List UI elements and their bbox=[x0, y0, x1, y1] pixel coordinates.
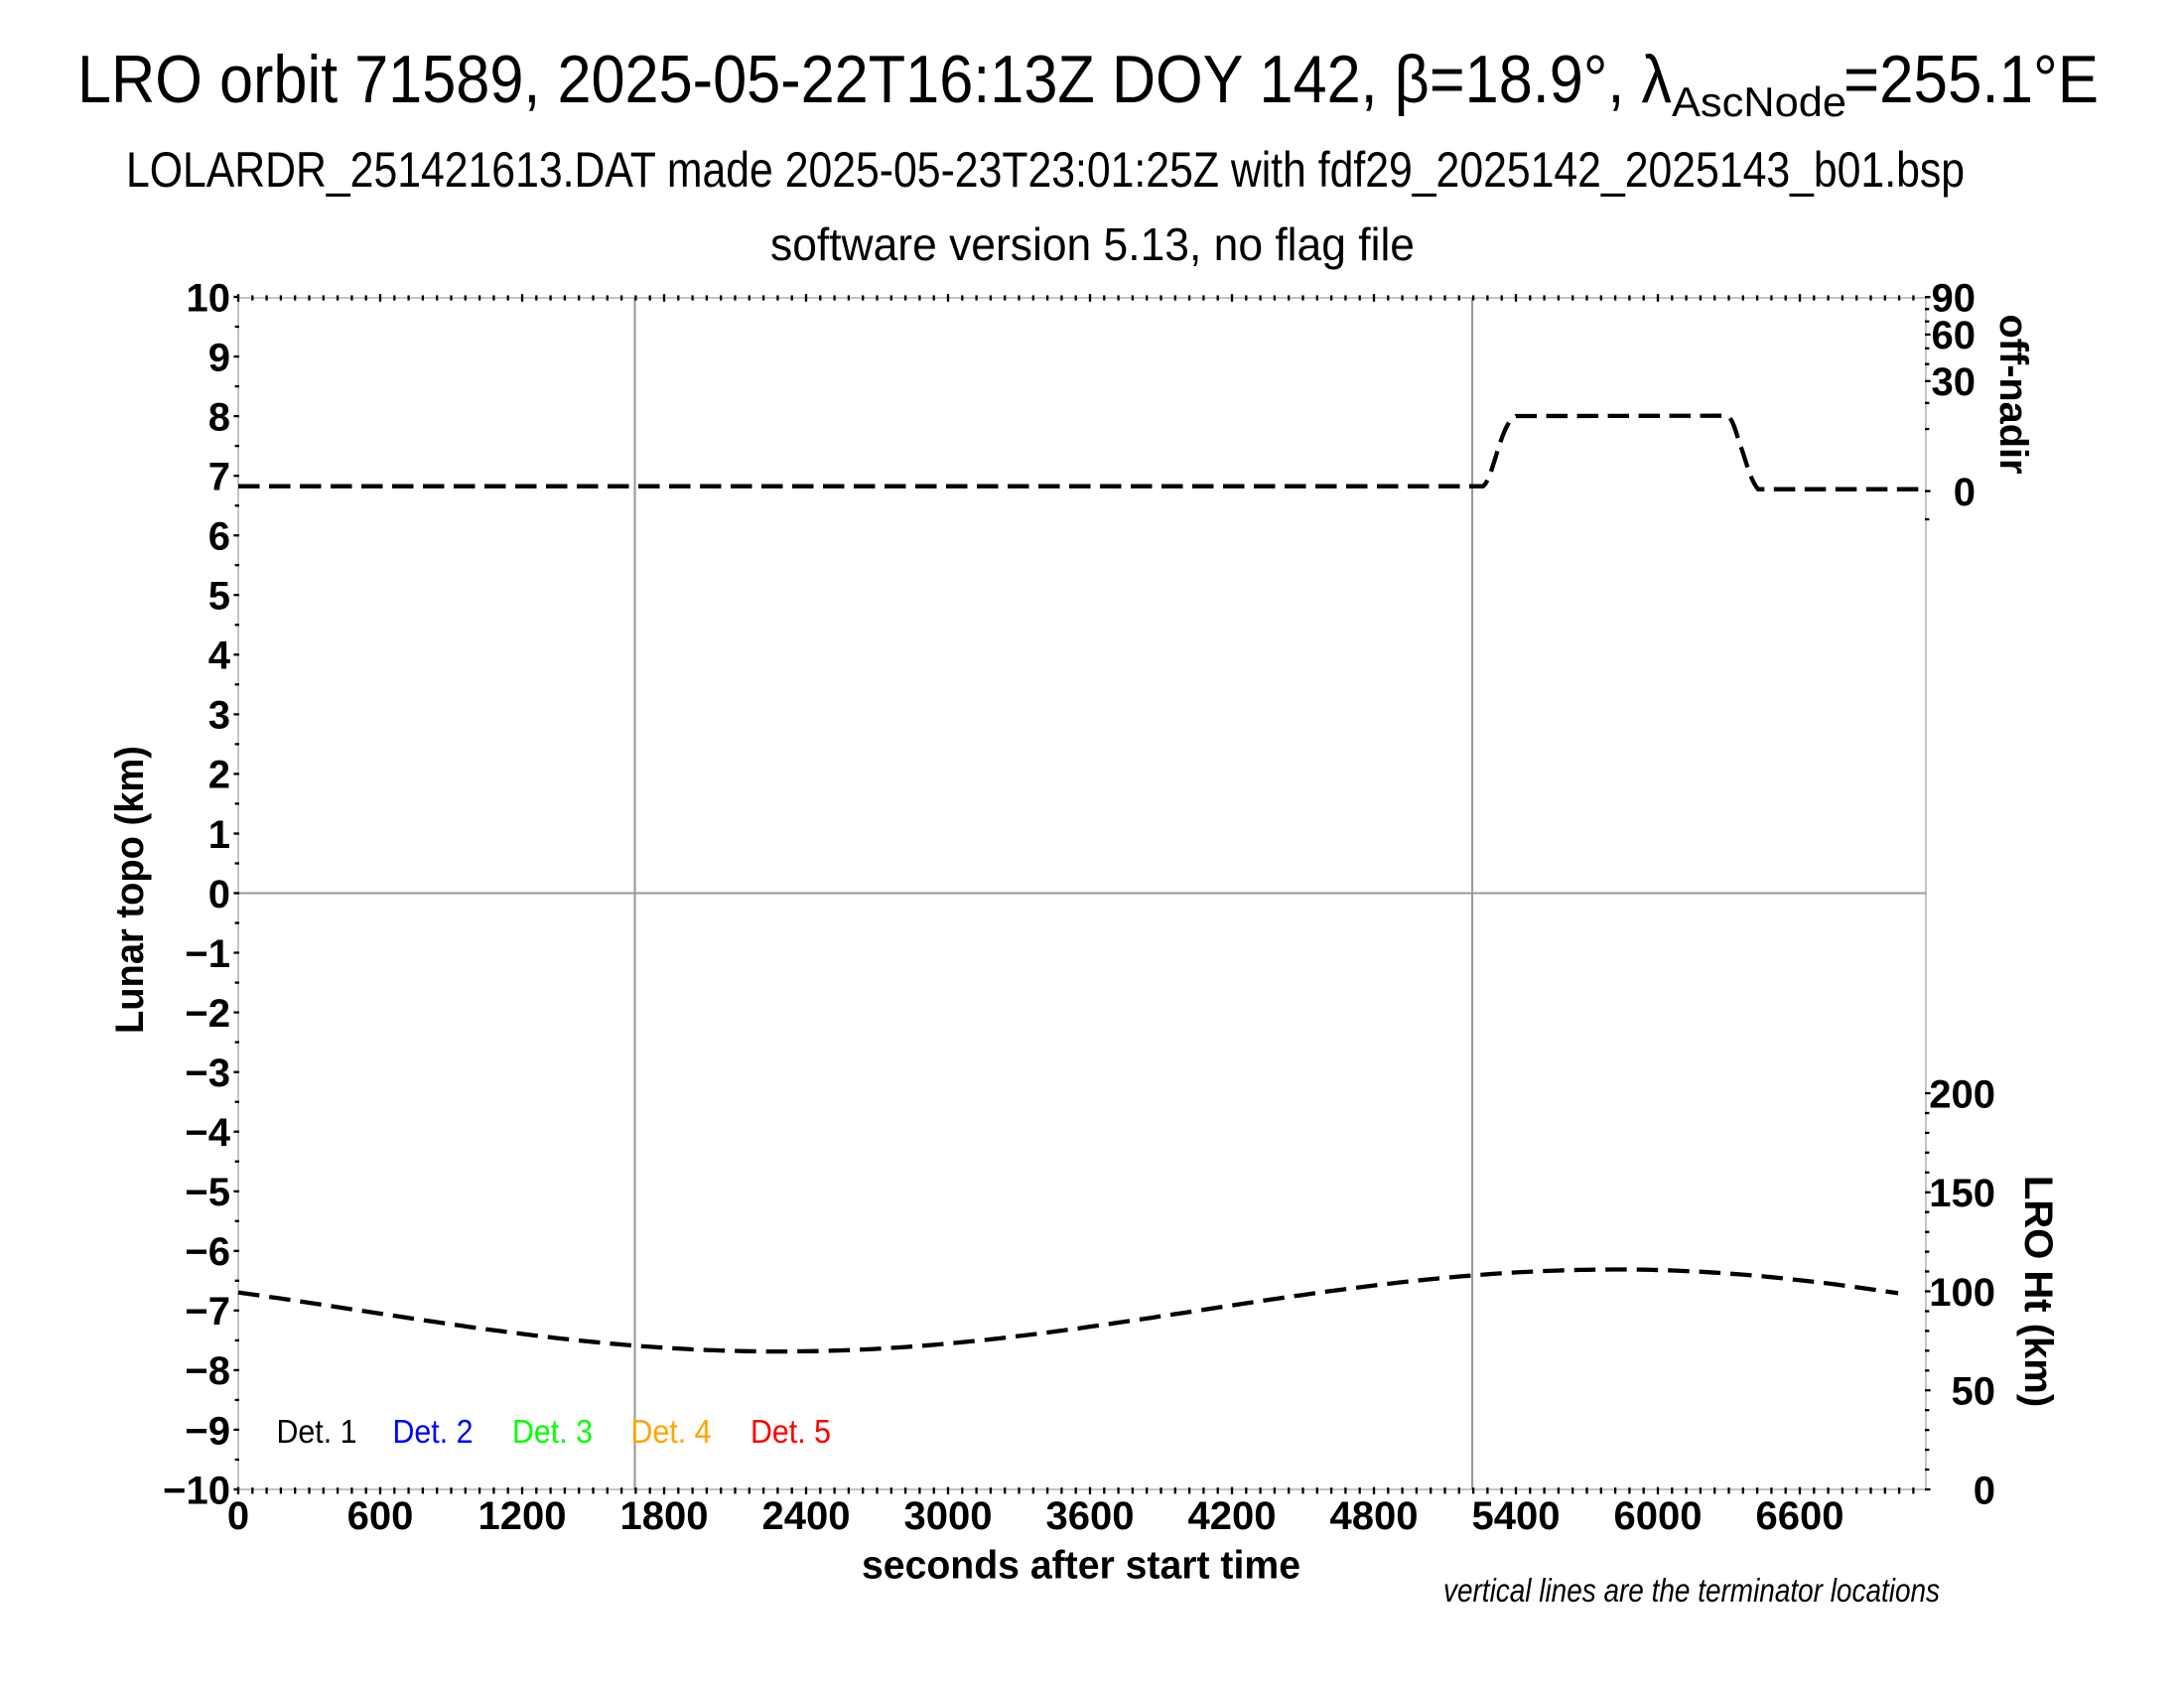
svg-text:9: 9 bbox=[208, 336, 230, 379]
svg-text:Det. 1: Det. 1 bbox=[277, 1413, 357, 1450]
svg-text:2: 2 bbox=[208, 754, 230, 797]
svg-text:0: 0 bbox=[1974, 1469, 1995, 1512]
svg-text:30: 30 bbox=[1932, 360, 1977, 404]
svg-text:1: 1 bbox=[208, 813, 230, 857]
svg-text:−6: −6 bbox=[185, 1230, 230, 1274]
svg-text:0: 0 bbox=[227, 1494, 249, 1538]
svg-text:−4: −4 bbox=[185, 1111, 230, 1155]
svg-text:150: 150 bbox=[1929, 1172, 1995, 1215]
svg-text:200: 200 bbox=[1929, 1072, 1995, 1116]
svg-text:AscNode: AscNode bbox=[1672, 78, 1846, 125]
svg-text:90: 90 bbox=[1932, 277, 1977, 321]
svg-text:software version 5.13, no flag: software version 5.13, no flag file bbox=[770, 218, 1415, 270]
svg-text:4: 4 bbox=[208, 634, 231, 678]
svg-text:=255.1°E: =255.1°E bbox=[1843, 43, 2099, 117]
svg-text:6600: 6600 bbox=[1756, 1494, 1844, 1538]
svg-text:6: 6 bbox=[208, 515, 230, 559]
svg-text:−9: −9 bbox=[185, 1409, 230, 1453]
svg-text:8: 8 bbox=[208, 395, 230, 439]
svg-text:seconds after start time: seconds after start time bbox=[862, 1544, 1300, 1588]
svg-text:−2: −2 bbox=[185, 992, 230, 1036]
svg-text:4200: 4200 bbox=[1188, 1494, 1277, 1538]
svg-text:Det. 4: Det. 4 bbox=[631, 1413, 712, 1450]
svg-text:1200: 1200 bbox=[478, 1494, 567, 1538]
svg-text:Det. 2: Det. 2 bbox=[393, 1413, 474, 1450]
svg-text:LRO Ht (km): LRO Ht (km) bbox=[2016, 1176, 2060, 1407]
svg-text:3000: 3000 bbox=[904, 1494, 993, 1538]
svg-text:Lunar topo (km): Lunar topo (km) bbox=[108, 746, 152, 1034]
svg-text:vertical lines are the termina: vertical lines are the terminator locati… bbox=[1443, 1572, 1940, 1609]
svg-text:Det. 5: Det. 5 bbox=[751, 1413, 831, 1450]
svg-text:600: 600 bbox=[347, 1494, 414, 1538]
svg-text:LRO orbit 71589, 2025-05-22T16: LRO orbit 71589, 2025-05-22T16:13Z DOY 1… bbox=[77, 43, 1672, 117]
svg-text:−10: −10 bbox=[163, 1469, 230, 1512]
svg-text:−3: −3 bbox=[185, 1052, 230, 1095]
svg-text:3600: 3600 bbox=[1046, 1494, 1135, 1538]
svg-text:2400: 2400 bbox=[762, 1494, 851, 1538]
svg-text:50: 50 bbox=[1952, 1370, 1996, 1414]
svg-text:1800: 1800 bbox=[620, 1494, 709, 1538]
svg-text:7: 7 bbox=[208, 455, 230, 498]
svg-text:−8: −8 bbox=[185, 1349, 230, 1393]
svg-text:60: 60 bbox=[1932, 314, 1977, 357]
svg-text:0: 0 bbox=[1954, 471, 1976, 514]
svg-text:100: 100 bbox=[1929, 1271, 1995, 1315]
svg-text:5400: 5400 bbox=[1472, 1494, 1561, 1538]
svg-text:LOLARDR_251421613.DAT made 202: LOLARDR_251421613.DAT made 2025-05-23T23… bbox=[126, 142, 1965, 198]
svg-text:0: 0 bbox=[208, 873, 230, 916]
svg-text:3: 3 bbox=[208, 694, 230, 738]
svg-text:4800: 4800 bbox=[1330, 1494, 1419, 1538]
svg-text:−5: −5 bbox=[185, 1171, 230, 1214]
svg-text:−7: −7 bbox=[185, 1290, 230, 1334]
svg-text:off-nadir: off-nadir bbox=[1991, 315, 2035, 475]
svg-text:6000: 6000 bbox=[1614, 1494, 1703, 1538]
svg-text:10: 10 bbox=[187, 276, 231, 320]
svg-text:Det. 3: Det. 3 bbox=[512, 1413, 593, 1450]
svg-text:5: 5 bbox=[208, 575, 230, 619]
svg-text:−1: −1 bbox=[185, 932, 230, 976]
